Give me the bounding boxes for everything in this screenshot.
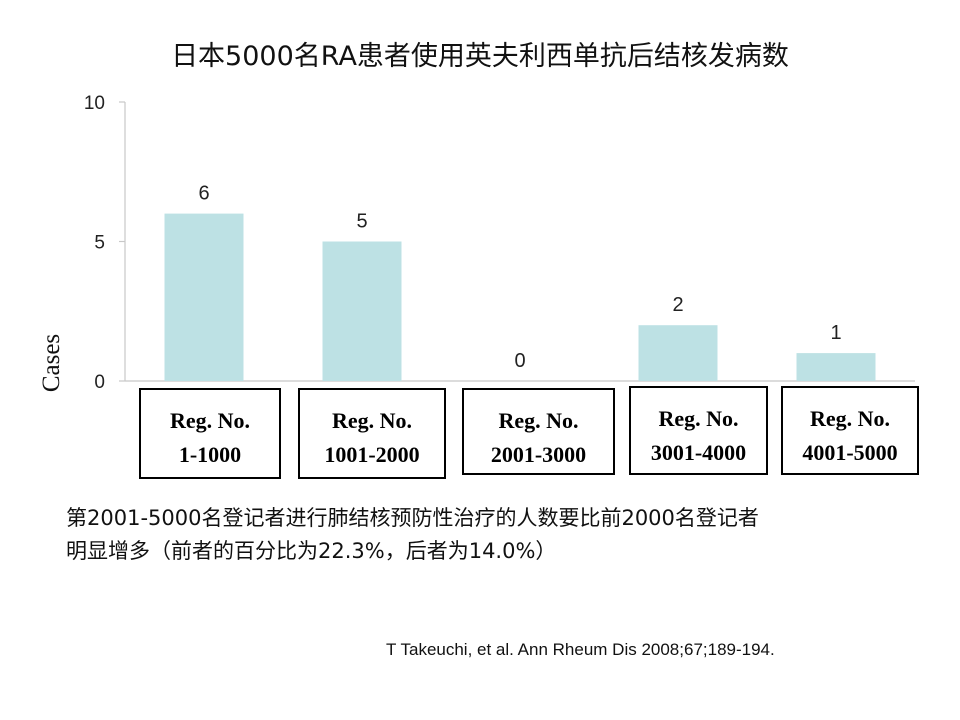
data-label: 5 (356, 211, 367, 233)
y-tick-label: 0 (94, 372, 105, 393)
y-tick-label: 5 (94, 233, 105, 254)
category-label: Reg. No. 1001-2000 (298, 388, 446, 479)
category-label: Reg. No. 4001-5000 (781, 386, 919, 475)
bar (796, 353, 876, 381)
category-label-line: Reg. No. (331, 408, 413, 433)
category-label-line: 4001-5000 (802, 440, 898, 465)
category-label-line: 2001-3000 (490, 442, 587, 467)
data-label: 6 (198, 183, 209, 205)
data-label: 1 (830, 322, 841, 344)
category-label-line: Reg. No. (658, 406, 739, 431)
chart-title: 日本5000名RA患者使用英夫利西单抗后结核发病数 (171, 41, 789, 72)
category-label-line: Reg. No. (498, 408, 579, 433)
y-axis-label: Cases (38, 333, 65, 393)
category-label-line: 1001-2000 (324, 442, 420, 467)
data-label: 2 (672, 294, 683, 316)
bar (164, 213, 244, 381)
chart-note: 第2001-5000名登记者进行肺结核预防性治疗的人数要比前2000名登记者 明… (66, 502, 936, 568)
category-label-line: 1-1000 (178, 442, 242, 467)
category-label-line: Reg. No. (809, 406, 891, 431)
category-label: Reg. No. 3001-4000 (629, 386, 768, 475)
bar (322, 241, 402, 381)
citation: T Takeuchi, et al. Ann Rheum Dis 2008;67… (386, 640, 775, 659)
category-label: Reg. No. 1-1000 (139, 388, 281, 479)
category-label: Reg. No. 2001-3000 (462, 388, 615, 475)
bar (638, 325, 718, 381)
y-tick-label: 10 (84, 93, 105, 114)
category-label-line: 3001-4000 (650, 440, 747, 465)
category-label-line: Reg. No. (169, 408, 251, 433)
chart-note-line-2: 明显增多（前者的百分比为22.3%，后者为14.0%） (66, 539, 557, 563)
data-label: 0 (514, 350, 525, 372)
chart-note-line-1: 第2001-5000名登记者进行肺结核预防性治疗的人数要比前2000名登记者 (66, 506, 759, 530)
